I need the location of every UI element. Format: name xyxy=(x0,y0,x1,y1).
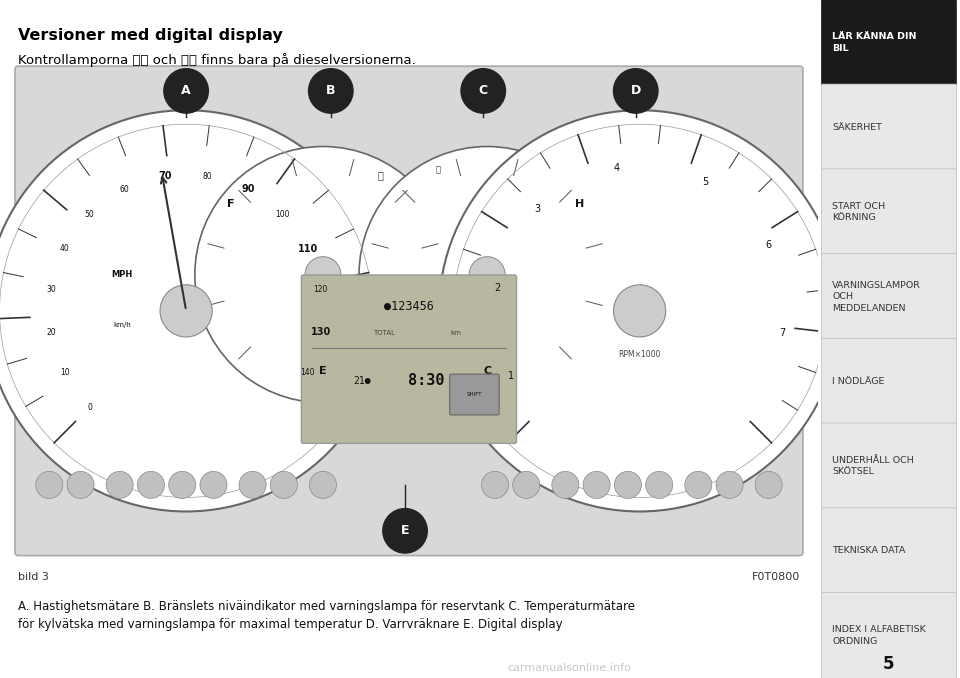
Text: 110: 110 xyxy=(298,244,318,254)
Text: C: C xyxy=(479,84,488,98)
Text: 5: 5 xyxy=(702,177,708,187)
Text: 20: 20 xyxy=(46,327,57,337)
Circle shape xyxy=(164,68,208,113)
Circle shape xyxy=(137,471,164,498)
Circle shape xyxy=(160,285,212,337)
Text: LÄR KÄNNA DIN
BIL: LÄR KÄNNA DIN BIL xyxy=(832,32,917,53)
Circle shape xyxy=(469,257,505,292)
Text: I NÖDLÄGE: I NÖDLÄGE xyxy=(832,377,884,386)
Circle shape xyxy=(439,111,840,511)
Circle shape xyxy=(305,257,341,292)
Circle shape xyxy=(461,68,506,113)
Text: ●123456: ●123456 xyxy=(384,300,434,313)
Circle shape xyxy=(36,471,62,498)
Text: carmanualsonline.info: carmanualsonline.info xyxy=(507,662,631,673)
Circle shape xyxy=(107,471,133,498)
Text: 6: 6 xyxy=(765,240,772,250)
Text: 120: 120 xyxy=(314,285,328,294)
Text: MPH: MPH xyxy=(111,271,132,279)
Circle shape xyxy=(309,471,337,498)
Text: SÄKERHET: SÄKERHET xyxy=(832,123,882,132)
Circle shape xyxy=(383,508,427,553)
Text: 4: 4 xyxy=(614,163,620,173)
Text: Versioner med digital display: Versioner med digital display xyxy=(18,28,283,43)
FancyBboxPatch shape xyxy=(822,508,956,594)
Text: 50: 50 xyxy=(84,210,94,219)
Text: Kontrollamporna ⓇⓇ och ⓇⓇ finns bara på dieselversionerna.: Kontrollamporna ⓇⓇ och ⓇⓇ finns bara på … xyxy=(18,53,416,67)
Text: E: E xyxy=(319,365,326,376)
FancyBboxPatch shape xyxy=(822,423,956,509)
Text: INDEX I ALFABETISK
ORDNING: INDEX I ALFABETISK ORDNING xyxy=(832,625,925,646)
FancyBboxPatch shape xyxy=(301,275,516,443)
Text: 40: 40 xyxy=(60,245,69,254)
Text: 21●: 21● xyxy=(353,376,372,386)
Text: 100: 100 xyxy=(276,210,290,219)
Text: D: D xyxy=(631,84,641,98)
Text: START OCH
KÖRNING: START OCH KÖRNING xyxy=(832,201,885,222)
Text: VARNINGSLAMPOR
OCH
MEDDELANDEN: VARNINGSLAMPOR OCH MEDDELANDEN xyxy=(832,281,921,313)
Text: 5: 5 xyxy=(883,654,895,673)
Text: UNDERHÅLL OCH
SKÖTSEL: UNDERHÅLL OCH SKÖTSEL xyxy=(832,456,914,477)
Text: 7: 7 xyxy=(780,328,785,338)
Circle shape xyxy=(646,471,673,498)
Text: 2: 2 xyxy=(493,283,500,294)
Circle shape xyxy=(684,471,711,498)
Text: TEKNISKA DATA: TEKNISKA DATA xyxy=(832,546,905,555)
FancyBboxPatch shape xyxy=(449,374,499,415)
Circle shape xyxy=(67,471,94,498)
Text: 80: 80 xyxy=(203,172,212,180)
Circle shape xyxy=(613,285,665,337)
Text: 140: 140 xyxy=(300,368,315,377)
Circle shape xyxy=(200,471,227,498)
Circle shape xyxy=(613,68,658,113)
Circle shape xyxy=(308,68,353,113)
FancyBboxPatch shape xyxy=(822,169,956,255)
Text: 3: 3 xyxy=(535,203,540,214)
Circle shape xyxy=(481,471,509,498)
FancyBboxPatch shape xyxy=(822,593,956,678)
FancyBboxPatch shape xyxy=(15,66,803,555)
Circle shape xyxy=(614,471,641,498)
Text: F0T0800: F0T0800 xyxy=(752,572,800,582)
FancyBboxPatch shape xyxy=(822,254,956,340)
Circle shape xyxy=(0,111,387,511)
FancyBboxPatch shape xyxy=(822,0,956,85)
Text: SHIFT: SHIFT xyxy=(467,392,482,397)
Text: bild 3: bild 3 xyxy=(18,572,49,582)
Circle shape xyxy=(195,146,451,403)
Circle shape xyxy=(552,471,579,498)
Text: 🌡: 🌡 xyxy=(436,165,441,174)
Text: km: km xyxy=(450,330,461,336)
Circle shape xyxy=(716,471,743,498)
Text: H: H xyxy=(575,199,584,209)
Text: 90: 90 xyxy=(241,184,254,195)
Text: B: B xyxy=(326,84,335,98)
FancyBboxPatch shape xyxy=(822,338,956,424)
Text: 8:30: 8:30 xyxy=(408,373,444,388)
Text: 0: 0 xyxy=(87,403,92,412)
Circle shape xyxy=(513,471,540,498)
Text: 10: 10 xyxy=(60,368,69,377)
Text: 130: 130 xyxy=(311,327,331,337)
Text: A: A xyxy=(181,84,191,98)
Circle shape xyxy=(169,471,196,498)
Text: C: C xyxy=(483,365,492,376)
Text: 1: 1 xyxy=(508,372,514,382)
Text: ⛽: ⛽ xyxy=(377,170,384,180)
Text: RPM×1000: RPM×1000 xyxy=(618,351,660,359)
Text: F: F xyxy=(227,199,234,209)
Circle shape xyxy=(239,471,266,498)
Text: 60: 60 xyxy=(119,185,129,194)
Text: 30: 30 xyxy=(46,285,57,294)
Circle shape xyxy=(271,471,298,498)
Text: 70: 70 xyxy=(158,171,172,181)
Circle shape xyxy=(359,146,615,403)
Text: E: E xyxy=(401,524,409,538)
Text: km/h: km/h xyxy=(113,322,131,328)
Text: A. Hastighetsmätare B. Bränslets niväindikator med varningslampa för reservtank : A. Hastighetsmätare B. Bränslets niväind… xyxy=(18,600,635,631)
FancyBboxPatch shape xyxy=(822,84,956,170)
Text: TOTAL: TOTAL xyxy=(372,330,395,336)
Circle shape xyxy=(756,471,782,498)
Circle shape xyxy=(583,471,611,498)
